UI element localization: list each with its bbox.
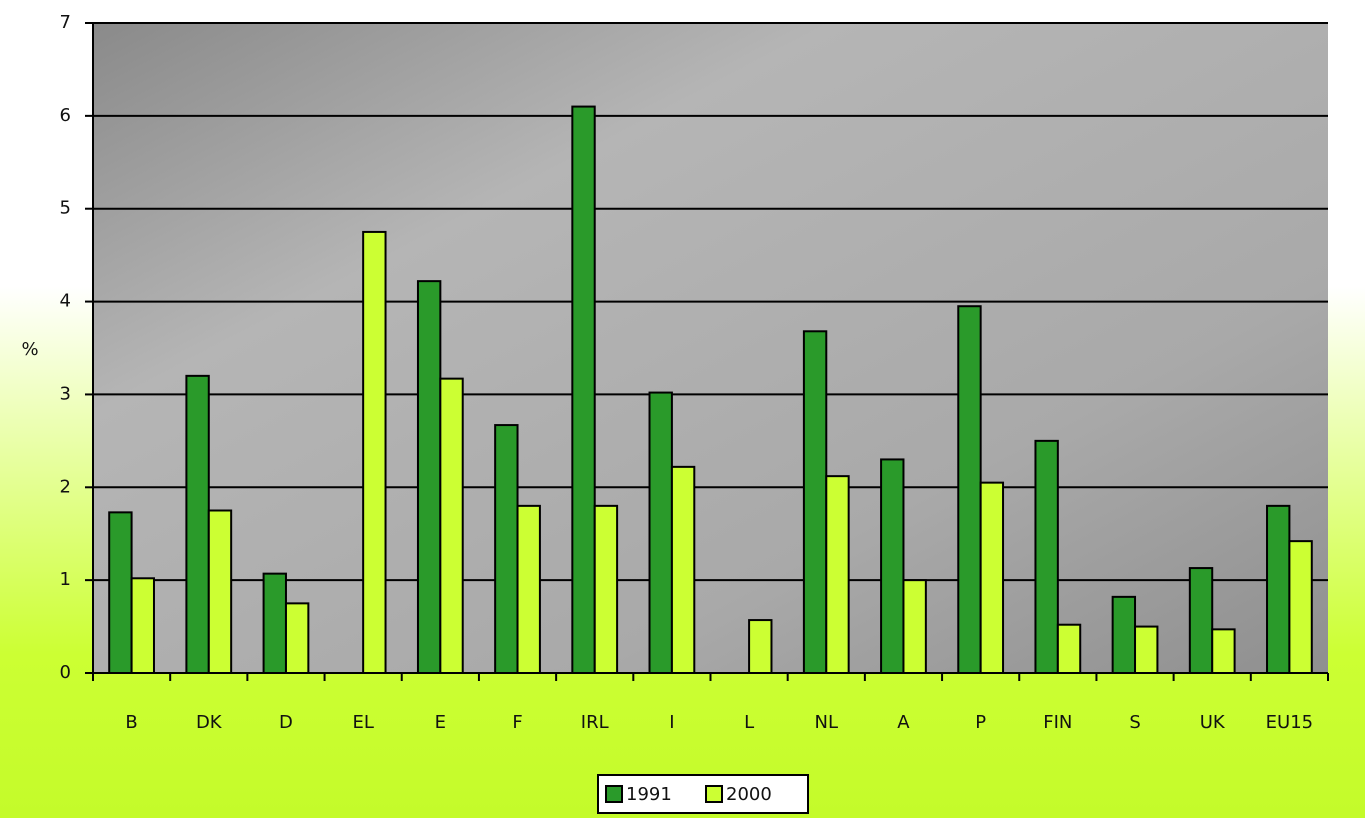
x-tick-label: A	[897, 712, 910, 733]
y-tick-label: 4	[60, 291, 71, 312]
x-tick-label: F	[512, 712, 522, 733]
bar	[957, 305, 982, 674]
bar	[130, 577, 155, 674]
bar	[362, 230, 387, 675]
x-tick-label: DK	[196, 712, 223, 733]
bar	[262, 572, 287, 675]
bar	[902, 579, 927, 675]
bar	[670, 465, 696, 674]
plot-area	[93, 23, 1328, 673]
y-axis-label: %	[21, 339, 38, 360]
bar	[802, 330, 828, 674]
y-tick-label: 3	[60, 383, 71, 404]
bar	[1288, 540, 1313, 675]
bar	[593, 504, 619, 674]
bar	[516, 504, 541, 674]
legend	[597, 774, 809, 814]
x-tick-label: FIN	[1043, 712, 1072, 733]
y-tick-label: 6	[60, 105, 71, 126]
legend-swatch	[705, 785, 723, 803]
y-tick-label: 5	[60, 198, 71, 219]
y-tick-label: 0	[60, 662, 71, 683]
x-tick-label: D	[279, 712, 293, 733]
y-tick-label: 2	[60, 476, 71, 497]
x-tick-label: E	[435, 712, 446, 733]
bar	[207, 509, 233, 674]
bar	[1134, 625, 1159, 674]
bar	[748, 619, 773, 674]
legend-label: 2000	[726, 784, 772, 805]
x-tick-label: P	[975, 712, 986, 733]
x-tick-label: NL	[815, 712, 839, 733]
bar	[825, 475, 850, 674]
bar	[185, 374, 210, 674]
bar	[1111, 595, 1137, 674]
bar	[1266, 504, 1291, 674]
legend-swatch	[605, 785, 623, 803]
bar	[108, 511, 133, 674]
x-tick-label: IRL	[581, 712, 609, 733]
bar	[571, 105, 596, 675]
x-tick-label: L	[744, 712, 754, 733]
bar	[416, 280, 442, 674]
bar	[1188, 567, 1214, 674]
x-tick-label: UK	[1200, 712, 1226, 733]
x-tick-label: B	[125, 712, 137, 733]
legend-label: 1991	[626, 784, 672, 805]
x-tick-label: EL	[352, 712, 373, 733]
x-tick-label: EU15	[1266, 712, 1313, 733]
bar	[494, 424, 519, 675]
bar	[880, 458, 905, 674]
bar	[1056, 623, 1082, 675]
y-tick-label: 7	[60, 12, 71, 33]
y-tick-label: 1	[60, 569, 71, 590]
bar	[979, 481, 1005, 674]
x-tick-label: S	[1129, 712, 1140, 733]
x-tick-label: I	[669, 712, 674, 733]
bar	[1034, 439, 1059, 674]
bar	[648, 391, 673, 674]
bar	[284, 602, 310, 674]
bar	[439, 377, 464, 674]
bar	[1211, 628, 1236, 674]
